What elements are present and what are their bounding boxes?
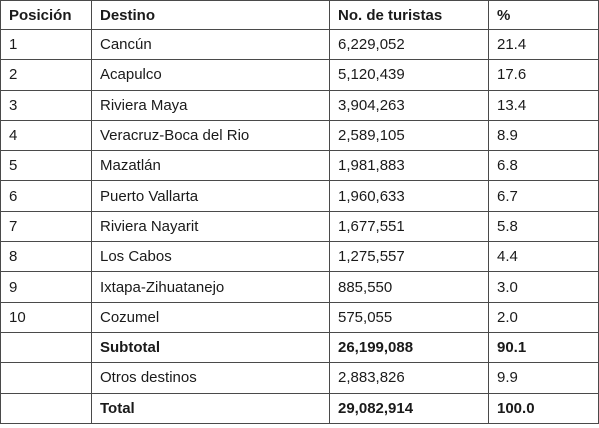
- table-row: 1 Cancún 6,229,052 21.4: [0, 28, 599, 61]
- percent-cell: 17.6: [488, 59, 599, 91]
- others-label: Otros destinos: [91, 362, 330, 394]
- position-cell: 10: [0, 301, 92, 333]
- tourists-cell: 1,275,557: [329, 241, 489, 273]
- tourists-cell: 1,960,633: [329, 180, 489, 212]
- destination-cell: Veracruz-Boca del Rio: [91, 119, 330, 152]
- table-body: 1 Cancún 6,229,052 21.4 2 Acapulco 5,120…: [0, 28, 599, 424]
- percent-cell: 13.4: [488, 89, 599, 121]
- table-row: 7 Riviera Nayarit 1,677,551 5.8: [0, 210, 599, 243]
- percent-cell: 4.4: [488, 241, 599, 273]
- header-row: Posición Destino No. de turistas %: [0, 0, 599, 30]
- position-cell: 4: [0, 119, 92, 152]
- header-destination: Destino: [91, 0, 330, 30]
- destination-cell: Riviera Nayarit: [91, 210, 330, 243]
- tourists-cell: 1,677,551: [329, 210, 489, 243]
- position-cell: 9: [0, 271, 92, 303]
- tourists-cell: 575,055: [329, 301, 489, 333]
- subtotal-row: Subtotal 26,199,088 90.1: [0, 331, 599, 364]
- table-row: 2 Acapulco 5,120,439 17.6: [0, 59, 599, 91]
- table-row: 6 Puerto Vallarta 1,960,633 6.7: [0, 180, 599, 212]
- percent-cell: 3.0: [488, 271, 599, 303]
- header-position: Posición: [0, 0, 92, 30]
- destination-cell: Puerto Vallarta: [91, 180, 330, 212]
- tourists-cell: 3,904,263: [329, 89, 489, 121]
- tourists-cell: 885,550: [329, 271, 489, 303]
- table-row: 8 Los Cabos 1,275,557 4.4: [0, 241, 599, 273]
- position-cell: 5: [0, 150, 92, 182]
- destination-cell: Acapulco: [91, 59, 330, 91]
- empty-position-cell: [0, 392, 92, 424]
- percent-cell: 21.4: [488, 28, 599, 61]
- percent-cell: 6.8: [488, 150, 599, 182]
- position-cell: 3: [0, 89, 92, 121]
- destination-cell: Cozumel: [91, 301, 330, 333]
- percent-cell: 5.8: [488, 210, 599, 243]
- tourists-cell: 2,589,105: [329, 119, 489, 152]
- total-row: Total 29,082,914 100.0: [0, 392, 599, 424]
- header-percent: %: [488, 0, 599, 30]
- percent-cell: 8.9: [488, 119, 599, 152]
- empty-position-cell: [0, 331, 92, 364]
- subtotal-percent: 90.1: [488, 331, 599, 364]
- position-cell: 1: [0, 28, 92, 61]
- others-percent: 9.9: [488, 362, 599, 394]
- total-tourists: 29,082,914: [329, 392, 489, 424]
- empty-position-cell: [0, 362, 92, 394]
- table-row: 4 Veracruz-Boca del Rio 2,589,105 8.9: [0, 119, 599, 152]
- subtotal-label: Subtotal: [91, 331, 330, 364]
- header-tourists: No. de turistas: [329, 0, 489, 30]
- position-cell: 7: [0, 210, 92, 243]
- table-row: 3 Riviera Maya 3,904,263 13.4: [0, 89, 599, 121]
- others-row: Otros destinos 2,883,826 9.9: [0, 362, 599, 394]
- position-cell: 8: [0, 241, 92, 273]
- table-row: 10 Cozumel 575,055 2.0: [0, 301, 599, 333]
- percent-cell: 2.0: [488, 301, 599, 333]
- destination-cell: Los Cabos: [91, 241, 330, 273]
- destination-cell: Ixtapa-Zihuatanejo: [91, 271, 330, 303]
- table-header: Posición Destino No. de turistas %: [0, 0, 599, 30]
- table-row: 9 Ixtapa-Zihuatanejo 885,550 3.0: [0, 271, 599, 303]
- position-cell: 6: [0, 180, 92, 212]
- others-tourists: 2,883,826: [329, 362, 489, 394]
- position-cell: 2: [0, 59, 92, 91]
- percent-cell: 6.7: [488, 180, 599, 212]
- destination-cell: Riviera Maya: [91, 89, 330, 121]
- subtotal-tourists: 26,199,088: [329, 331, 489, 364]
- destination-cell: Mazatlán: [91, 150, 330, 182]
- destination-cell: Cancún: [91, 28, 330, 61]
- table-row: 5 Mazatlán 1,981,883 6.8: [0, 150, 599, 182]
- total-percent: 100.0: [488, 392, 599, 424]
- tourists-cell: 1,981,883: [329, 150, 489, 182]
- total-label: Total: [91, 392, 330, 424]
- tourists-cell: 5,120,439: [329, 59, 489, 91]
- tourists-cell: 6,229,052: [329, 28, 489, 61]
